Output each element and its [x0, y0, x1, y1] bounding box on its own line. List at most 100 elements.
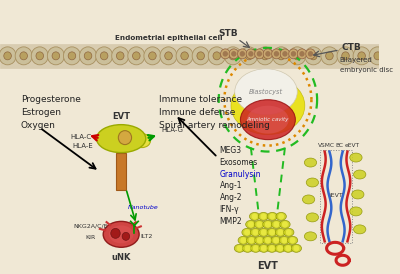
Circle shape: [289, 47, 306, 65]
Circle shape: [291, 52, 296, 56]
Circle shape: [240, 47, 258, 65]
Ellipse shape: [287, 236, 298, 244]
Text: Immune defense: Immune defense: [159, 108, 236, 117]
Ellipse shape: [263, 236, 273, 244]
Ellipse shape: [234, 244, 245, 252]
Ellipse shape: [267, 212, 278, 220]
Ellipse shape: [350, 153, 362, 162]
Circle shape: [257, 222, 262, 227]
Text: Spiral artery remodeling: Spiral artery remodeling: [159, 121, 270, 130]
Text: Ang-2: Ang-2: [220, 193, 242, 202]
Circle shape: [224, 47, 241, 65]
Ellipse shape: [240, 100, 295, 140]
Ellipse shape: [267, 228, 277, 236]
Circle shape: [208, 47, 225, 65]
Circle shape: [132, 52, 140, 60]
Ellipse shape: [103, 221, 139, 247]
Circle shape: [297, 49, 307, 59]
Circle shape: [15, 47, 32, 65]
Text: HLA-E: HLA-E: [72, 142, 93, 149]
Circle shape: [0, 47, 16, 65]
Ellipse shape: [246, 236, 257, 244]
Circle shape: [353, 47, 370, 65]
Circle shape: [144, 47, 161, 65]
Ellipse shape: [242, 228, 252, 236]
Text: ILT2: ILT2: [140, 234, 152, 239]
Text: MMP2: MMP2: [220, 217, 242, 226]
Circle shape: [342, 52, 349, 60]
Ellipse shape: [250, 228, 261, 236]
Circle shape: [118, 131, 132, 145]
Text: iEVT: iEVT: [329, 193, 343, 198]
Ellipse shape: [259, 244, 269, 252]
Circle shape: [308, 52, 312, 56]
Ellipse shape: [246, 220, 256, 228]
Bar: [0, 44, 379, 68]
Circle shape: [274, 238, 278, 243]
Text: Ang-1: Ang-1: [220, 181, 242, 190]
Ellipse shape: [350, 207, 362, 216]
Ellipse shape: [263, 220, 273, 228]
Text: KIR: KIR: [85, 235, 96, 240]
Circle shape: [165, 52, 172, 60]
Circle shape: [232, 52, 236, 56]
Text: uNK: uNK: [112, 253, 131, 262]
Circle shape: [31, 47, 48, 65]
Circle shape: [374, 52, 382, 60]
Circle shape: [306, 49, 315, 59]
Circle shape: [257, 52, 262, 56]
Circle shape: [192, 47, 209, 65]
Ellipse shape: [250, 212, 260, 220]
Ellipse shape: [352, 190, 364, 199]
Circle shape: [68, 52, 76, 60]
Circle shape: [256, 47, 274, 65]
Text: BC: BC: [335, 142, 343, 148]
Circle shape: [248, 222, 253, 227]
Ellipse shape: [250, 244, 261, 252]
Text: IFN-γ: IFN-γ: [220, 206, 239, 215]
Ellipse shape: [280, 220, 290, 228]
Circle shape: [278, 230, 283, 235]
Circle shape: [181, 52, 188, 60]
Circle shape: [84, 52, 92, 60]
Ellipse shape: [291, 244, 302, 252]
Text: Estrogen: Estrogen: [21, 108, 61, 117]
Circle shape: [36, 52, 44, 60]
Circle shape: [266, 52, 270, 56]
Ellipse shape: [96, 125, 146, 153]
Text: Endometrial epithelial cell: Endometrial epithelial cell: [115, 35, 222, 41]
Ellipse shape: [275, 244, 285, 252]
Circle shape: [286, 230, 291, 235]
Circle shape: [4, 52, 11, 60]
Circle shape: [270, 246, 274, 251]
Circle shape: [245, 52, 253, 60]
Circle shape: [289, 49, 298, 59]
Circle shape: [249, 238, 254, 243]
Ellipse shape: [231, 77, 305, 135]
Ellipse shape: [254, 220, 264, 228]
Circle shape: [266, 238, 270, 243]
Circle shape: [238, 49, 247, 59]
Ellipse shape: [354, 170, 366, 179]
Circle shape: [279, 214, 284, 219]
Ellipse shape: [258, 212, 269, 220]
Circle shape: [273, 47, 290, 65]
Circle shape: [112, 47, 129, 65]
Circle shape: [240, 52, 244, 56]
Ellipse shape: [284, 228, 294, 236]
Circle shape: [223, 52, 227, 56]
Ellipse shape: [134, 134, 150, 148]
Circle shape: [326, 52, 333, 60]
Circle shape: [282, 238, 287, 243]
Circle shape: [277, 52, 285, 60]
Circle shape: [261, 52, 269, 60]
Circle shape: [245, 246, 250, 251]
Ellipse shape: [354, 225, 366, 234]
Circle shape: [369, 47, 386, 65]
Ellipse shape: [275, 228, 286, 236]
Circle shape: [96, 47, 113, 65]
Circle shape: [245, 230, 250, 235]
Circle shape: [263, 49, 273, 59]
Circle shape: [310, 52, 317, 60]
Text: CTB: CTB: [342, 43, 362, 52]
